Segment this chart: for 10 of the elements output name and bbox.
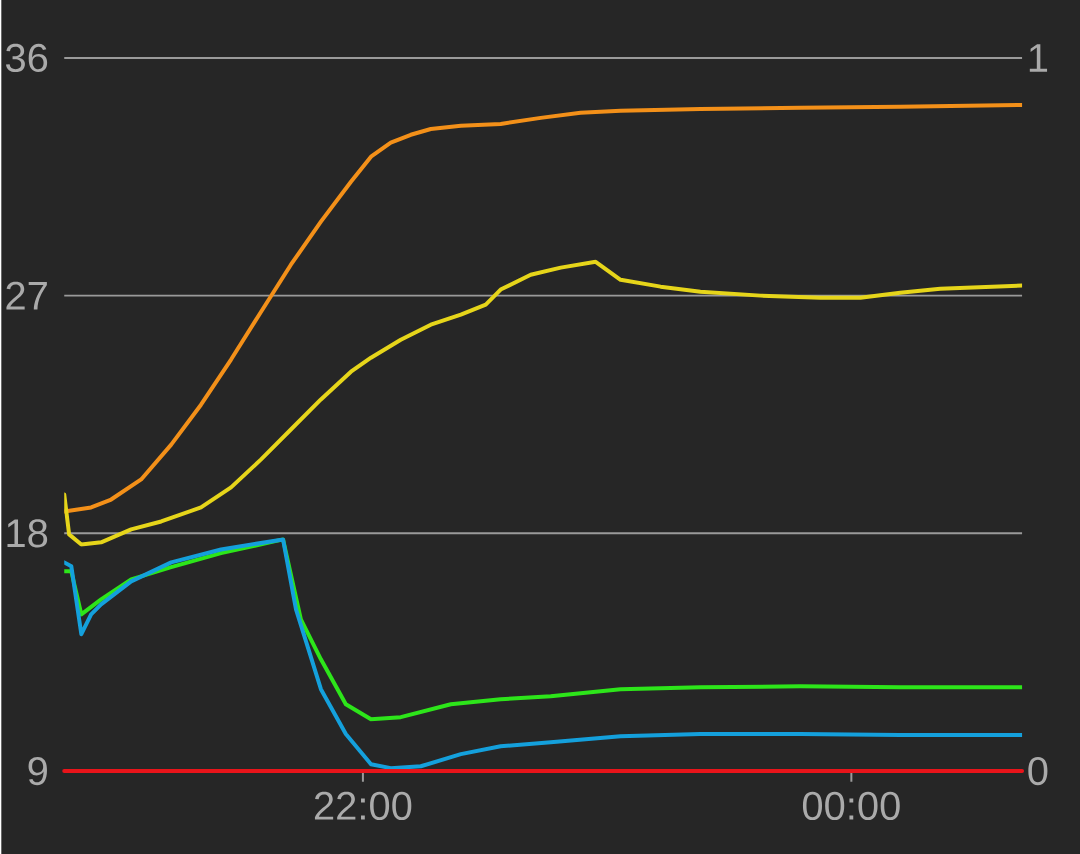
x-tick-label: 00:00 [802, 791, 900, 821]
x-tick-label: 22:00 [314, 791, 412, 821]
line-series [64, 537, 1023, 771]
y-tick-label: 27 [6, 281, 47, 310]
y2-tick-label: 1 [1029, 44, 1048, 72]
y-tick-label: 18 [7, 519, 48, 548]
y2-tick-label: 0 [1028, 756, 1048, 786]
line-series [64, 259, 1023, 547]
y-tick-label: 36 [5, 43, 48, 73]
y-tick-label: 9 [28, 756, 47, 786]
